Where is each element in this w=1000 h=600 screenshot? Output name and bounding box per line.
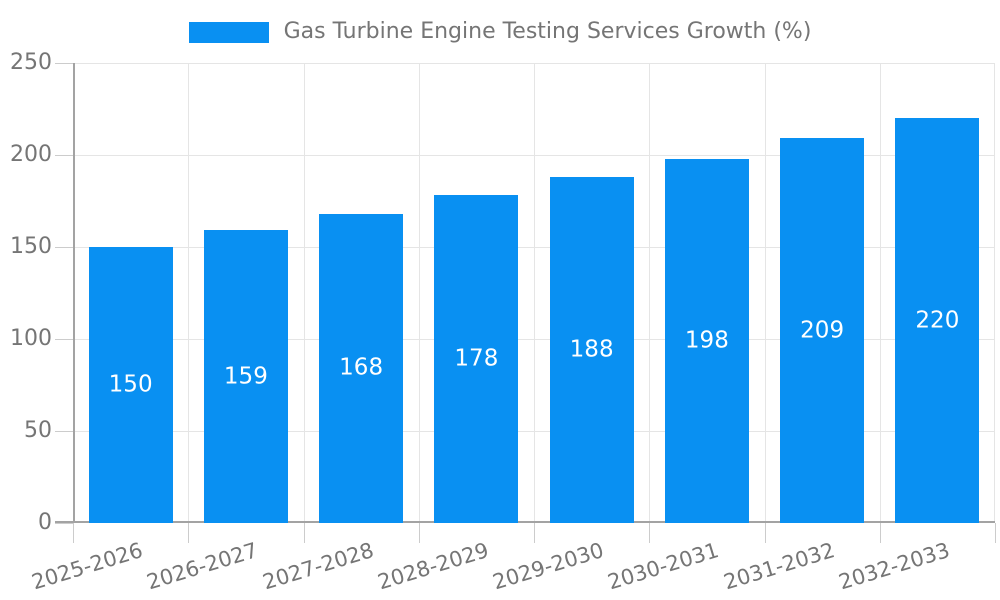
x-tick-label: 2032-2033 bbox=[835, 538, 953, 595]
x-axis-tick-mark bbox=[879, 523, 881, 543]
legend-item[interactable]: Gas Turbine Engine Testing Services Grow… bbox=[0, 16, 1000, 48]
y-tick-label: 200 bbox=[10, 142, 52, 167]
y-axis-tick-mark bbox=[55, 431, 73, 432]
plot-border-right bbox=[994, 63, 995, 523]
gridline-vertical bbox=[764, 63, 766, 523]
bar-2028-2029[interactable] bbox=[434, 195, 519, 523]
x-tick-label: 2030-2031 bbox=[605, 538, 722, 595]
bar-2031-2032[interactable] bbox=[780, 138, 865, 523]
x-tick-label: 2026-2027 bbox=[144, 538, 261, 595]
gridline-vertical bbox=[188, 63, 190, 523]
x-tick-label: 2025-2026 bbox=[29, 538, 146, 595]
bar-2027-2028[interactable] bbox=[319, 213, 404, 523]
y-axis-line bbox=[73, 63, 75, 523]
x-axis-line bbox=[55, 521, 995, 523]
x-axis-tick-mark bbox=[188, 523, 190, 543]
x-axis-tick-mark bbox=[73, 523, 74, 543]
x-axis-tick-mark bbox=[995, 523, 996, 543]
gridline-vertical bbox=[418, 63, 420, 523]
bar-2032-2033[interactable] bbox=[895, 118, 980, 523]
x-tick-label: 2028-2029 bbox=[374, 538, 492, 595]
y-axis-tick-mark bbox=[55, 523, 73, 524]
x-axis-tick-mark bbox=[303, 523, 305, 543]
bar-2025-2026[interactable] bbox=[88, 247, 173, 523]
y-tick-label: 250 bbox=[10, 50, 52, 75]
x-axis-tick-mark bbox=[649, 523, 651, 543]
x-axis-tick-mark bbox=[418, 523, 420, 543]
y-axis-tick-mark bbox=[55, 63, 73, 64]
legend-label: Gas Turbine Engine Testing Services Grow… bbox=[283, 19, 812, 44]
gridline-vertical bbox=[649, 63, 651, 523]
x-tick-label: 2031-2032 bbox=[720, 538, 838, 595]
y-axis-tick-mark bbox=[55, 339, 73, 340]
y-tick-label: 100 bbox=[10, 326, 52, 351]
plot-border-top bbox=[73, 63, 995, 64]
y-axis-tick-mark bbox=[55, 247, 73, 248]
x-tick-label: 2029-2030 bbox=[490, 538, 607, 595]
y-tick-label: 50 bbox=[24, 418, 52, 443]
gridline-vertical bbox=[303, 63, 305, 523]
plot-area: 150 159 168 178 188 198 209 220 bbox=[55, 63, 995, 523]
gridline-vertical bbox=[534, 63, 535, 523]
x-axis-tick-mark bbox=[534, 523, 535, 543]
y-tick-label: 150 bbox=[10, 234, 52, 259]
x-axis-tick-mark bbox=[764, 523, 766, 543]
legend-swatch bbox=[188, 21, 269, 43]
bar-2029-2030[interactable] bbox=[549, 177, 634, 523]
gridline-vertical bbox=[879, 63, 881, 523]
bar-2030-2031[interactable] bbox=[664, 158, 749, 523]
y-tick-label: 0 bbox=[38, 510, 52, 535]
bar-2026-2027[interactable] bbox=[203, 230, 288, 523]
x-tick-label: 2027-2028 bbox=[259, 538, 377, 595]
y-axis-tick-mark bbox=[55, 155, 73, 156]
